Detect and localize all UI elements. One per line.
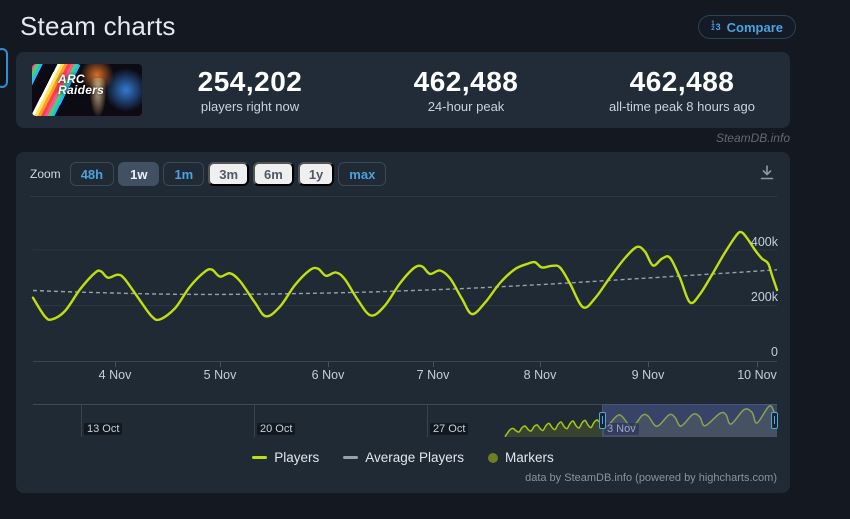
- download-chart-button[interactable]: [756, 162, 778, 184]
- x-axis-label: 9 Nov: [631, 368, 665, 382]
- stat-24h-peak: 462,488 24-hour peak: [358, 66, 574, 114]
- navigator-track[interactable]: [33, 404, 777, 437]
- x-axis-label: 10 Nov: [737, 368, 777, 382]
- navigator-selected-range[interactable]: [602, 404, 777, 437]
- compare-button[interactable]: 1 2 3 Compare: [698, 15, 796, 39]
- navigator-tick: [81, 404, 82, 437]
- numbered-list-icon: 1 2 3: [711, 21, 721, 32]
- players-line-swatch: [252, 456, 268, 459]
- page-title: Steam charts: [20, 11, 176, 41]
- icon-digit: 3: [715, 22, 721, 32]
- stat-value: 462,488: [629, 66, 735, 97]
- stat-alltime-peak: 462,488 all-time peak 8 hours ago: [574, 66, 790, 114]
- stat-label: players right now: [200, 99, 300, 114]
- thumbnail-game-title: ARC Raiders: [58, 72, 105, 97]
- stat-players-now: 254,202 players right now: [142, 66, 358, 114]
- stat-value: 254,202: [197, 66, 303, 97]
- x-tick: [540, 362, 541, 367]
- legend-item-average-players[interactable]: Average Players: [343, 450, 464, 465]
- legend-label: Markers: [505, 450, 554, 465]
- steamdb-watermark: SteamDB.info: [715, 131, 790, 145]
- icon-digit: 2: [711, 26, 715, 32]
- left-edge-tab: [0, 48, 8, 88]
- chart-legend: Players Average Players Markers: [16, 450, 790, 465]
- navigator-label-20oct: 20 Oct: [257, 423, 296, 435]
- y-axis-label-400k: 400k: [750, 235, 778, 249]
- x-tick: [115, 362, 116, 367]
- toolbar-separator: [30, 196, 777, 197]
- stats-panel: ARC Raiders 254,202 players right now 46…: [16, 52, 790, 128]
- navigator-tick: [427, 404, 428, 437]
- zoom-1y-button: 1y: [297, 162, 335, 186]
- x-axis-label: 4 Nov: [98, 368, 132, 382]
- x-axis-line: [33, 361, 777, 362]
- main-chart-plot[interactable]: [31, 205, 779, 361]
- navigator-series-fill: [505, 405, 777, 437]
- x-axis-label: 5 Nov: [203, 368, 237, 382]
- x-tick: [220, 362, 221, 367]
- x-tick: [757, 362, 758, 367]
- navigator-label-3nov: 3 Nov: [604, 423, 639, 435]
- legend-label: Average Players: [365, 450, 465, 465]
- chart-credit: data by SteamDB.info (powered by highcha…: [525, 472, 777, 484]
- zoom-label: Zoom: [30, 167, 61, 181]
- compare-button-label: Compare: [726, 19, 783, 35]
- zoom-48h-button[interactable]: 48h: [69, 162, 115, 186]
- navigator-label-27oct: 27 Oct: [430, 423, 469, 435]
- zoom-toolbar: Zoom 48h 1w 1m 3m 6m 1y max: [30, 162, 390, 186]
- legend-item-players[interactable]: Players: [252, 450, 319, 465]
- average-line-swatch: [343, 456, 359, 459]
- stat-label: all-time peak 8 hours ago: [609, 99, 755, 114]
- navigator-left-handle[interactable]: [599, 412, 606, 429]
- zoom-1w-button[interactable]: 1w: [118, 162, 160, 186]
- zoom-1m-button[interactable]: 1m: [163, 162, 205, 186]
- navigator-label-13oct: 13 Oct: [84, 423, 123, 435]
- y-axis-label-0: 0: [771, 345, 778, 359]
- legend-item-markers[interactable]: Markers: [488, 450, 554, 465]
- players-line: [31, 230, 779, 322]
- game-thumbnail[interactable]: ARC Raiders: [32, 64, 142, 116]
- thumbnail-blue-glow: [106, 66, 142, 114]
- legend-label: Players: [274, 450, 320, 465]
- stat-label: 24-hour peak: [427, 99, 505, 114]
- icon-digit: 1: [711, 21, 715, 27]
- markers-dot-swatch: [488, 452, 499, 463]
- x-tick: [433, 362, 434, 367]
- navigator-right-handle[interactable]: [771, 412, 778, 429]
- navigator-tick: [254, 404, 255, 437]
- navigator-series-line: [504, 405, 777, 437]
- stat-value: 462,488: [413, 66, 519, 97]
- zoom-max-button[interactable]: max: [338, 162, 387, 186]
- x-axis-label: 8 Nov: [523, 368, 557, 382]
- zoom-6m-button: 6m: [253, 162, 294, 186]
- chart-panel: Zoom 48h 1w 1m 3m 6m 1y max 400k 200k 0: [16, 152, 790, 493]
- average-players-line: [32, 269, 778, 296]
- x-tick: [648, 362, 649, 367]
- navigator-top-border: [33, 404, 777, 405]
- y-axis-label-200k: 200k: [750, 290, 778, 304]
- download-icon: [760, 165, 774, 180]
- x-axis-label: 7 Nov: [416, 368, 450, 382]
- zoom-3m-button: 3m: [208, 162, 250, 186]
- x-axis-label: 6 Nov: [311, 368, 345, 382]
- x-tick: [328, 362, 329, 367]
- thumbnail-character: [90, 78, 106, 116]
